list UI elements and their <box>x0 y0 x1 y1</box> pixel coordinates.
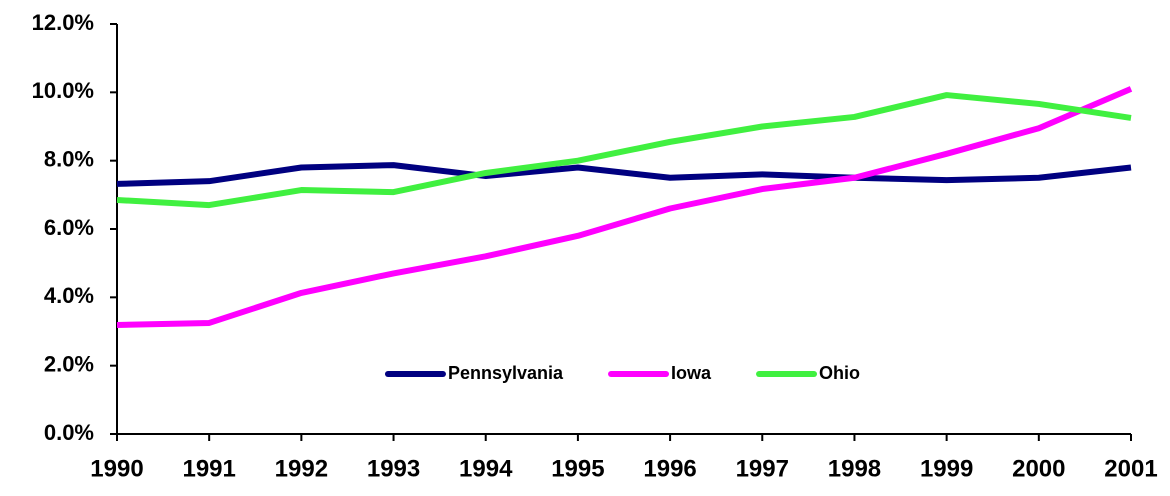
series-line <box>116 162 1132 187</box>
x-tick-label: 2001 <box>1104 455 1157 482</box>
y-tick-label: 0.0% <box>44 420 94 445</box>
x-tick-label: 1998 <box>828 455 881 482</box>
series-line <box>116 86 1133 329</box>
legend-label: Ohio <box>819 363 860 383</box>
legend-label: Pennsylvania <box>448 363 564 383</box>
y-tick-label: 8.0% <box>44 146 94 171</box>
x-tick-label: 1991 <box>182 455 235 482</box>
y-tick-label: 12.0% <box>32 10 94 35</box>
legend-label: Iowa <box>671 363 712 383</box>
x-tick-label: 1993 <box>367 455 420 482</box>
legend: Pennsylvania Iowa Ohio <box>384 363 860 383</box>
x-tick-label: 1990 <box>90 455 143 482</box>
x-tick-label: 2000 <box>1012 455 1065 482</box>
x-tick-label: 1992 <box>275 455 328 482</box>
x-tick-label: 1997 <box>736 455 789 482</box>
y-tick-label: 10.0% <box>32 78 94 103</box>
y-tick-label: 6.0% <box>44 215 94 240</box>
x-tick-label: 1995 <box>551 455 604 482</box>
y-tick-label: 2.0% <box>44 351 94 376</box>
x-tick-label: 1996 <box>643 455 696 482</box>
x-tick-label: 1999 <box>920 455 973 482</box>
series-line <box>116 92 1132 209</box>
x-tick-label: 1994 <box>459 455 513 482</box>
y-tick-label: 4.0% <box>44 283 94 308</box>
